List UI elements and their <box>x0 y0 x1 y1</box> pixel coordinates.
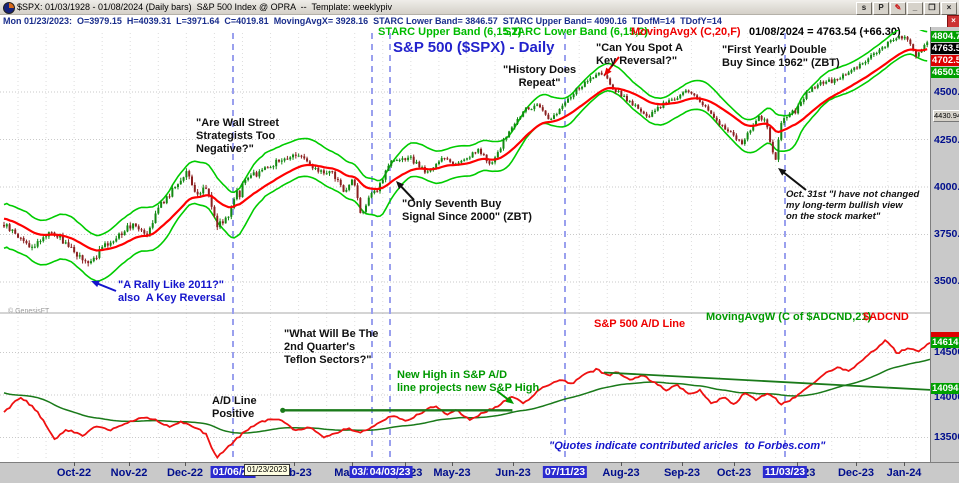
legend-movingavgx: MovingAvgX (C,20,F) <box>631 26 741 38</box>
quote-row: Mon 01/23/2023: O=3979.15 H=4039.31 L=39… <box>0 15 959 27</box>
red-line-marker <box>931 332 959 337</box>
month-tick <box>904 462 905 466</box>
price-axis-label: 4500.00 <box>934 86 959 98</box>
main-pane <box>3 30 929 283</box>
price-axis-band <box>930 27 959 483</box>
annotation-teflon: "What Will Be The 2nd Quarter's Teflon S… <box>284 328 379 366</box>
month-tick <box>294 462 295 466</box>
price-axis-label: 4250.00 <box>934 134 959 146</box>
annotation-quotes-footnote: "Quotes indicate contributed aricles to … <box>549 440 826 452</box>
price-axis-label: 13500.0 <box>934 431 959 443</box>
app-icon <box>3 2 15 14</box>
month-tick <box>129 462 130 466</box>
genesisft-watermark: © GenesisFT <box>8 308 50 315</box>
month-tick <box>513 462 514 466</box>
trendline-value-box: 4430.94 <box>933 110 959 122</box>
crosshair-date-tooltip: 01/23/2023 <box>244 464 291 476</box>
annotation-adcnd-label: $ADCND <box>863 311 909 323</box>
month-tick <box>621 462 622 466</box>
annotation-can-you-spot: "Can You Spot A Key Reversal?" <box>596 42 683 67</box>
month-tick <box>682 462 683 466</box>
window-title: $SPX: 01/03/1928 - 01/08/2024 (Daily bar… <box>17 2 393 12</box>
chart-title: S&P 500 ($SPX) - Daily <box>393 39 555 56</box>
price-badge-4804.70: 4804.70 <box>931 31 959 42</box>
month-tick <box>797 462 798 466</box>
month-tick <box>405 462 406 466</box>
month-label-Jun-23: Jun-23 <box>495 467 531 479</box>
annotation-oct-31: Oct. 31st "I have not changed my long-te… <box>786 189 920 223</box>
price-axis-label: 14500.0 <box>934 346 959 358</box>
legend-starc-lower-band: STARC Lower Band (6,15,2) <box>504 26 649 38</box>
highlighted-date-11/03/23: 11/03/23 <box>762 466 808 478</box>
annotation-new-high: New High in S&P A/D line projects new S&… <box>397 369 540 394</box>
grid-layer <box>0 33 930 461</box>
month-label-May-23: May-23 <box>433 467 471 479</box>
quote-line: Mon 01/23/2023: O=3979.15 H=4039.31 L=39… <box>3 16 722 26</box>
price-badge-4650.95: 4650.95 <box>931 67 959 78</box>
month-label-Aug-23: Aug-23 <box>602 467 640 479</box>
edit-pencil-button[interactable]: ✎ <box>890 2 906 15</box>
legend-starc-upper-band: STARC Upper Band (6,15,2) <box>378 26 522 38</box>
annotation-are-wall-street: "Are Wall Street Strategists Too Negativ… <box>196 117 280 155</box>
month-label-Dec-23: Dec-23 <box>837 467 875 479</box>
highlighted-date-07/11/23: 07/11/23 <box>542 466 588 478</box>
month-label-Sep-23: Sep-23 <box>663 467 701 479</box>
month-tick <box>74 462 75 466</box>
s-button[interactable]: s <box>856 2 872 15</box>
annotation-only-seventh: "Only Seventh Buy Signal Since 2000" (ZB… <box>402 198 532 223</box>
window-titlebar: $SPX: 01/03/1928 - 01/08/2024 (Daily bar… <box>0 0 959 15</box>
annotation-adline-title: S&P 500 A/D Line <box>594 318 686 330</box>
restore-button[interactable]: ❐ <box>924 2 940 15</box>
annotation-arrows <box>91 56 807 404</box>
price-badge-4702.54: 4702.54 <box>931 55 959 66</box>
month-tick <box>352 462 353 466</box>
price-axis-label: 3750.00 <box>934 228 959 240</box>
annotation-ad-positive: A/D Line Positive <box>212 395 257 420</box>
price-badge-14614.13: 14614.13 <box>931 337 959 348</box>
month-tick <box>452 462 453 466</box>
month-label-Jan-24: Jan-24 <box>886 467 922 479</box>
minimize-button[interactable]: _ <box>907 2 923 15</box>
price-axis-label: 14000.0 <box>934 391 959 403</box>
p-button[interactable]: P <box>873 2 889 15</box>
month-label-Dec-22: Dec-22 <box>166 467 204 479</box>
annotation-movingavgw-label: MovingAvgW (C of $ADCND,21) <box>706 311 872 323</box>
month-label-Oct-23: Oct-23 <box>716 467 752 479</box>
month-tick <box>856 462 857 466</box>
price-axis-label: 4000.00 <box>934 181 959 193</box>
month-tick <box>185 462 186 466</box>
price-badge-4763.54: 4763.54 <box>931 43 959 54</box>
price-axis-label: 3500.00 <box>934 275 959 287</box>
window-buttons: s P ✎ _ ❐ × <box>856 2 957 15</box>
month-label-Oct-22: Oct-22 <box>56 467 92 479</box>
annotation-rally-2011: "A Rally Like 2011?" also A Key Reversal <box>118 279 226 304</box>
close-button[interactable]: × <box>941 2 957 15</box>
ad-line-pane <box>3 338 930 460</box>
highlighted-date-04/03/23: 04/03/23 <box>367 466 413 478</box>
month-label-Nov-22: Nov-22 <box>110 467 148 479</box>
annotation-first-yearly: "First Yearly Double Buy Since 1962" (ZB… <box>722 44 840 69</box>
price-badge-14094.21: 14094.21 <box>931 383 959 394</box>
month-tick <box>734 462 735 466</box>
annotation-history-repeat: "History Does Repeat" <box>503 64 577 89</box>
